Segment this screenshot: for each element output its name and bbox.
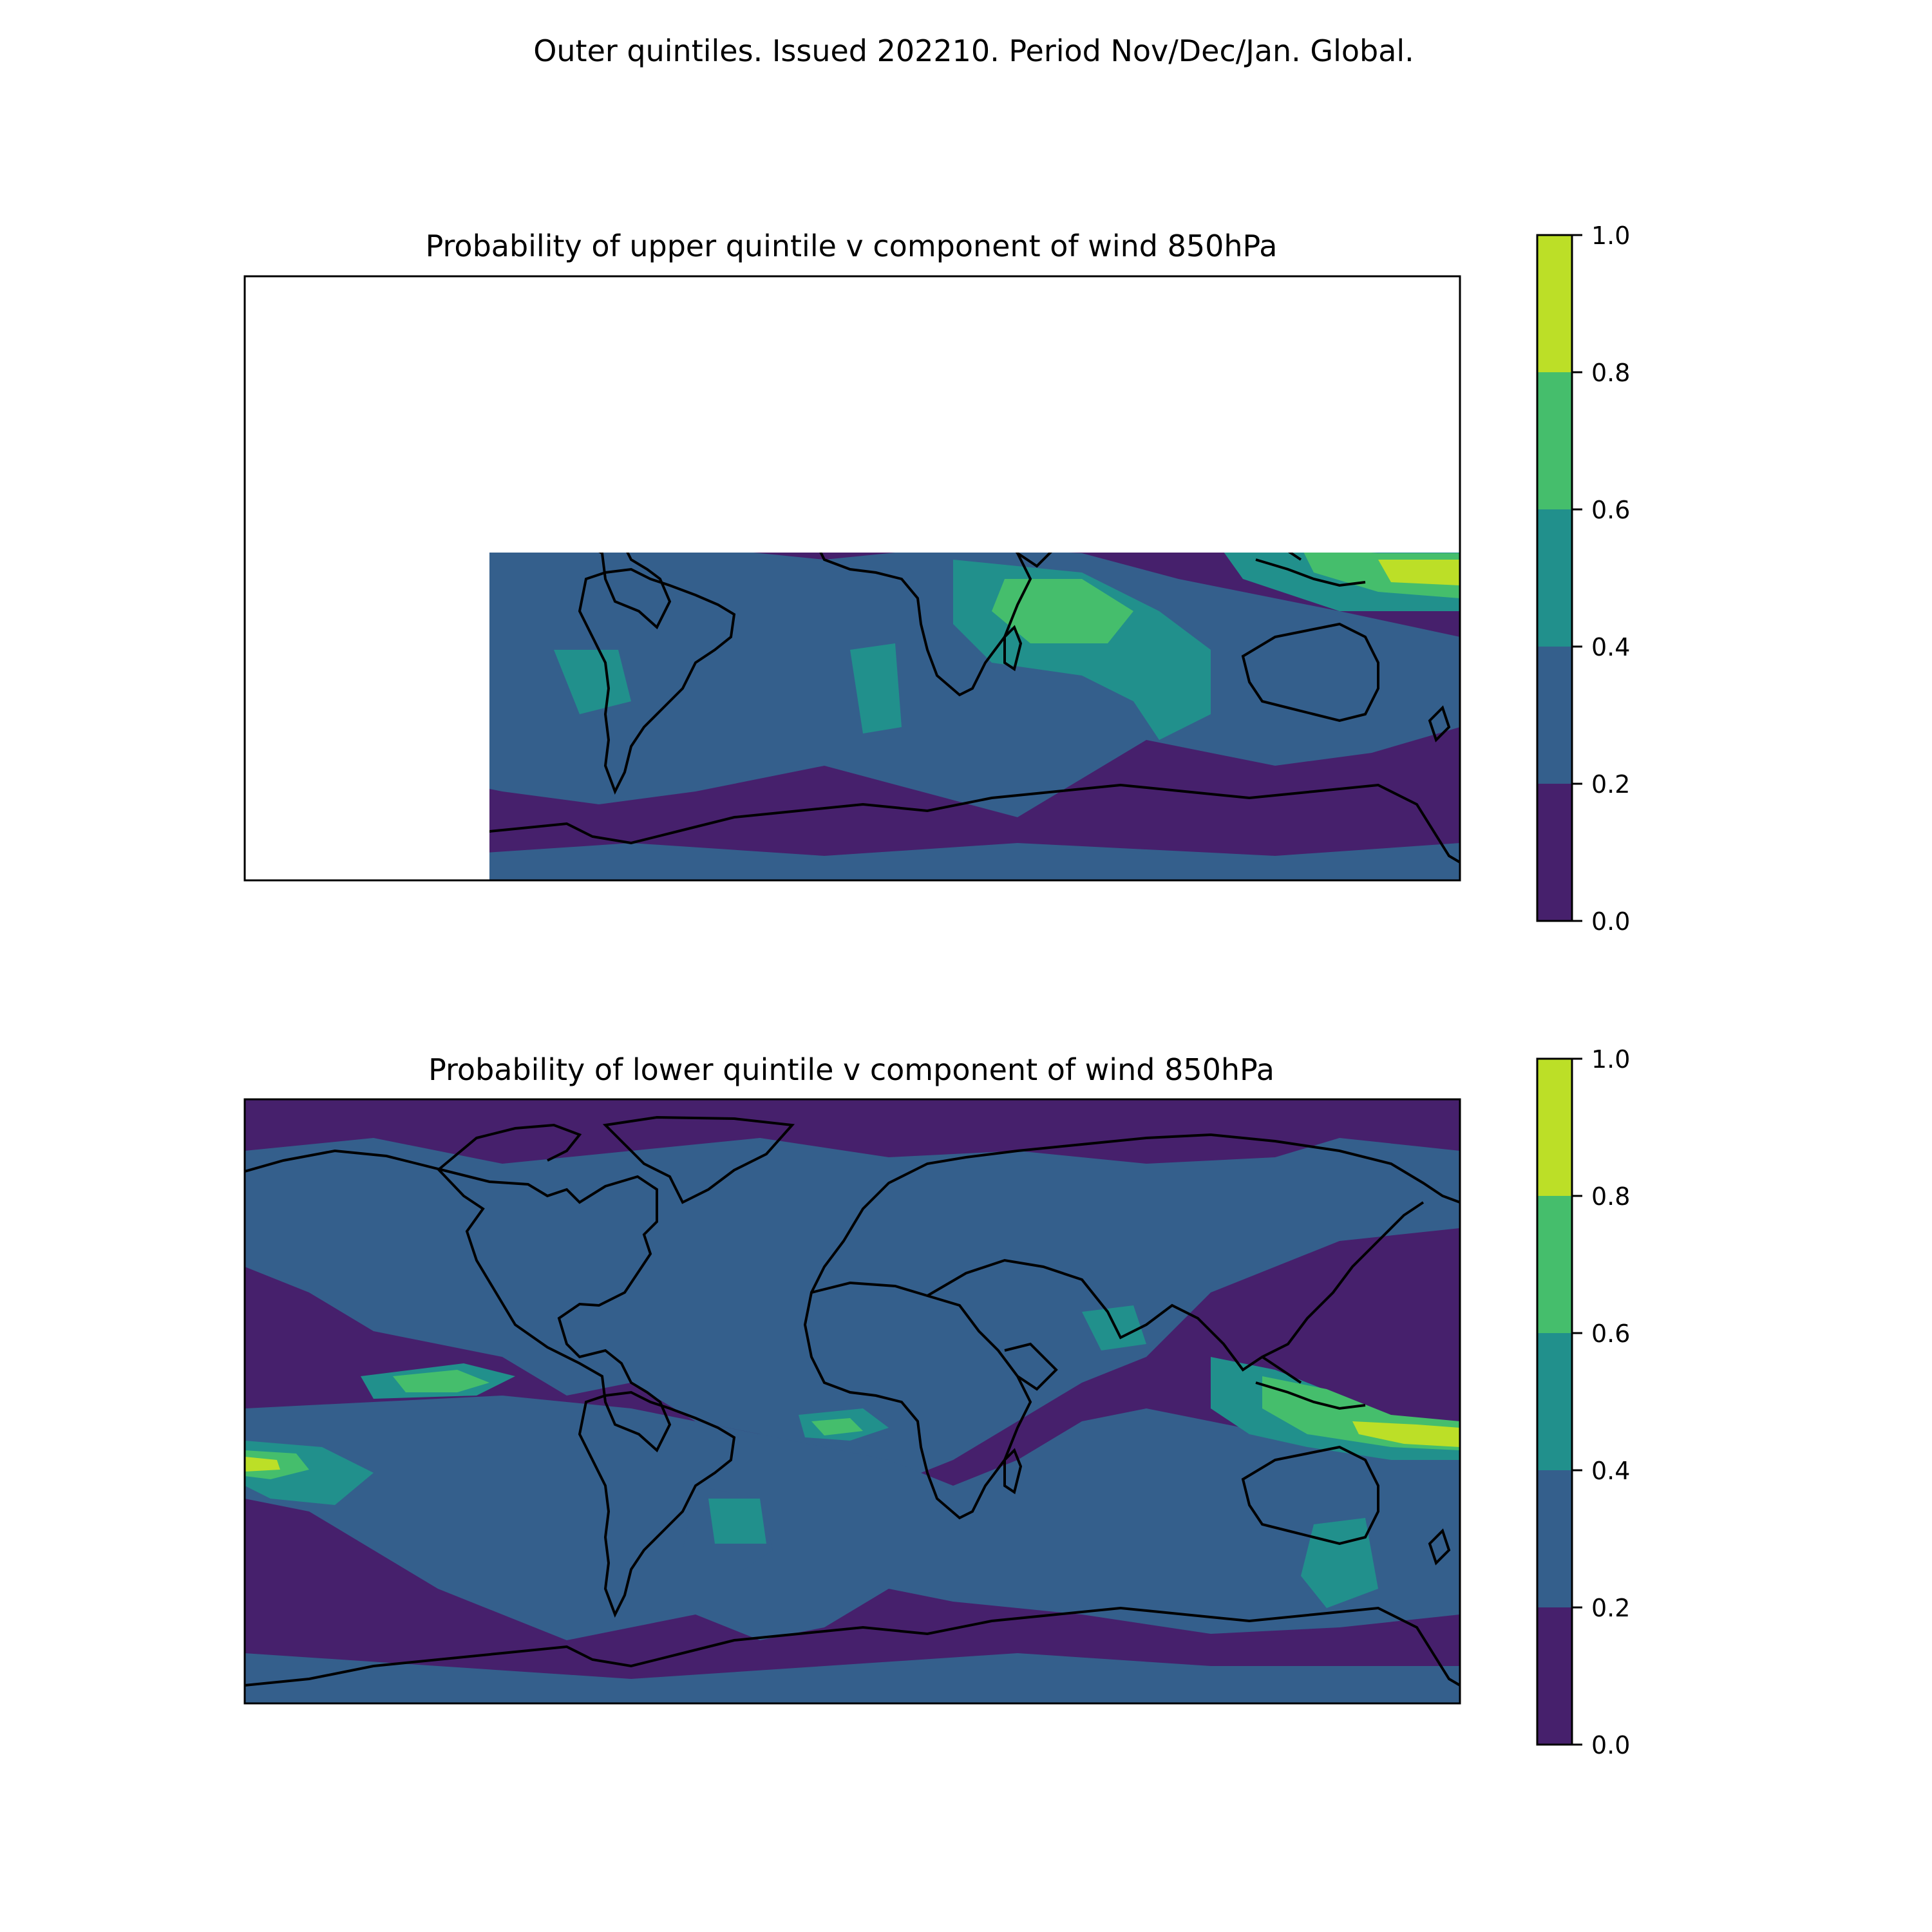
- panel-upper-quintile: Probability of upper quintile v componen…: [243, 222, 1630, 936]
- colorbar-segment: [1537, 235, 1572, 372]
- colorbar-segment: [1537, 1470, 1572, 1607]
- colorbar-tick-label: 0.8: [1591, 359, 1630, 387]
- colorbar-tick-label: 0.2: [1591, 770, 1630, 799]
- colorbar-tick-label: 0.2: [1591, 1594, 1630, 1622]
- colorbar-tick-label: 0.0: [1591, 907, 1630, 936]
- colorbar-tick-label: 1.0: [1591, 1045, 1630, 1074]
- panel-title: Probability of upper quintile v componen…: [426, 229, 1278, 263]
- map-plot-area: [489, 553, 1461, 880]
- colorbar-segment: [1537, 784, 1572, 921]
- colorbar-segment: [1537, 372, 1572, 509]
- map-frame: [243, 1098, 1461, 1705]
- colorbar-segment: [1537, 1607, 1572, 1745]
- colorbar-segment: [1537, 1059, 1572, 1196]
- panel-lower-quintile: Probability of lower quintile v componen…: [243, 1045, 1630, 1759]
- colorbar-segment: [1537, 1333, 1572, 1470]
- colorbar-segment: [1537, 509, 1572, 647]
- colorbar-tick-label: 0.8: [1591, 1182, 1630, 1211]
- colorbar-segment: [1537, 647, 1572, 784]
- map-frame: [243, 275, 1461, 882]
- colorbar-tick-label: 0.6: [1591, 496, 1630, 524]
- colorbar-tick-label: 0.6: [1591, 1320, 1630, 1348]
- probability-field-bin-02-04: [245, 1138, 1460, 1703]
- colorbar-segment: [1537, 1196, 1572, 1333]
- probability-field-bin-08-10: [1378, 560, 1460, 585]
- colorbar-tick-label: 0.0: [1591, 1731, 1630, 1759]
- colorbar-tick-label: 0.4: [1591, 1457, 1630, 1485]
- colorbar-tick-label: 0.4: [1591, 633, 1630, 661]
- panel-title: Probability of lower quintile v componen…: [428, 1052, 1274, 1087]
- figure-suptitle: Outer quintiles. Issued 202210. Period N…: [533, 33, 1414, 68]
- map-plot-area: [245, 1099, 1460, 1703]
- colorbar-tick-label: 1.0: [1591, 222, 1630, 250]
- colorbar: 0.0 0.2 0.4 0.6 0.8 1.0: [1536, 222, 1630, 936]
- probability-field-bin-08-10: [245, 1421, 1460, 1472]
- colorbar: 0.0 0.2 0.4 0.6 0.8 1.0: [1536, 1045, 1630, 1759]
